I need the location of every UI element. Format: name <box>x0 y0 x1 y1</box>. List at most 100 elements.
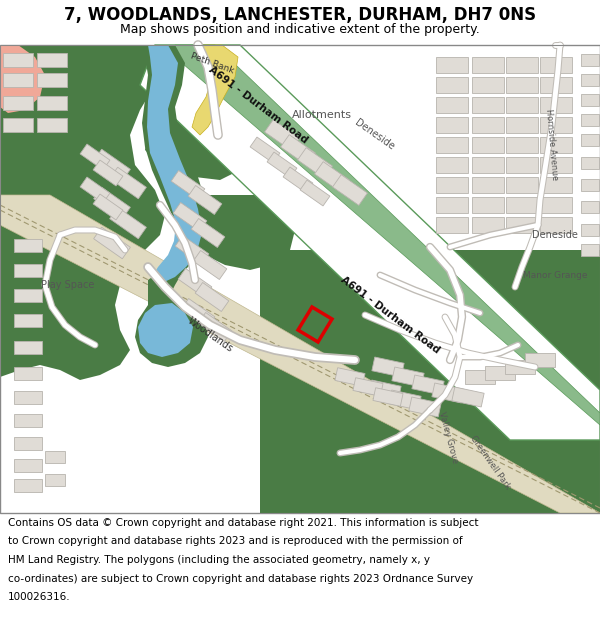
Polygon shape <box>14 289 42 301</box>
Polygon shape <box>165 115 250 180</box>
Polygon shape <box>110 168 146 199</box>
Polygon shape <box>540 117 572 133</box>
Text: Map shows position and indicative extent of the property.: Map shows position and indicative extent… <box>120 22 480 36</box>
Polygon shape <box>300 180 330 206</box>
Polygon shape <box>581 134 599 146</box>
Polygon shape <box>436 97 468 113</box>
Text: Hornside Avenue: Hornside Avenue <box>544 109 560 181</box>
Polygon shape <box>581 54 599 66</box>
Polygon shape <box>581 201 599 213</box>
Text: Greenwell Park: Greenwell Park <box>468 434 512 492</box>
Text: to Crown copyright and database rights 2023 and is reproduced with the permissio: to Crown copyright and database rights 2… <box>8 536 463 546</box>
Polygon shape <box>3 118 33 132</box>
Polygon shape <box>472 97 504 113</box>
Polygon shape <box>195 282 229 311</box>
Polygon shape <box>436 77 468 93</box>
Polygon shape <box>93 160 123 186</box>
Polygon shape <box>14 436 42 449</box>
Polygon shape <box>540 57 572 73</box>
Polygon shape <box>14 479 42 491</box>
Polygon shape <box>373 388 403 406</box>
Polygon shape <box>412 375 444 395</box>
Polygon shape <box>110 208 146 239</box>
Polygon shape <box>0 195 600 513</box>
Polygon shape <box>178 269 212 298</box>
Polygon shape <box>353 378 383 396</box>
Polygon shape <box>14 341 42 354</box>
Text: Play Space: Play Space <box>41 280 95 290</box>
Polygon shape <box>506 57 538 73</box>
Text: Woodlands: Woodlands <box>185 316 235 354</box>
Polygon shape <box>372 357 404 377</box>
Polygon shape <box>191 219 225 248</box>
Polygon shape <box>37 73 67 87</box>
Polygon shape <box>472 57 504 73</box>
Polygon shape <box>147 45 202 283</box>
Polygon shape <box>94 228 130 259</box>
Polygon shape <box>472 217 504 233</box>
Polygon shape <box>193 251 227 279</box>
Polygon shape <box>506 217 538 233</box>
Polygon shape <box>389 390 421 410</box>
Text: Deneside: Deneside <box>532 230 578 240</box>
Polygon shape <box>436 137 468 153</box>
Polygon shape <box>472 117 504 133</box>
Polygon shape <box>283 167 313 193</box>
Polygon shape <box>452 387 484 407</box>
Text: Manor Grange: Manor Grange <box>523 271 587 279</box>
Polygon shape <box>436 57 468 73</box>
Polygon shape <box>472 157 504 173</box>
Polygon shape <box>506 137 538 153</box>
Text: Contains OS data © Crown copyright and database right 2021. This information is : Contains OS data © Crown copyright and d… <box>8 518 479 528</box>
Text: Allotments: Allotments <box>292 110 352 120</box>
Polygon shape <box>135 295 208 367</box>
Polygon shape <box>506 117 538 133</box>
Polygon shape <box>267 152 297 178</box>
Polygon shape <box>540 77 572 93</box>
Polygon shape <box>3 73 33 87</box>
Polygon shape <box>3 96 33 110</box>
Polygon shape <box>0 45 600 513</box>
Polygon shape <box>142 45 210 300</box>
Polygon shape <box>140 45 600 440</box>
Polygon shape <box>506 177 538 193</box>
Polygon shape <box>180 195 295 270</box>
Text: Deneside: Deneside <box>353 118 397 152</box>
Polygon shape <box>175 45 600 425</box>
Polygon shape <box>506 97 538 113</box>
Polygon shape <box>581 244 599 256</box>
Polygon shape <box>181 299 215 328</box>
Polygon shape <box>0 45 165 380</box>
Polygon shape <box>409 397 441 417</box>
Text: 7, WOODLANDS, LANCHESTER, DURHAM, DH7 0NS: 7, WOODLANDS, LANCHESTER, DURHAM, DH7 0N… <box>64 6 536 24</box>
Polygon shape <box>436 177 468 193</box>
Polygon shape <box>581 94 599 106</box>
Polygon shape <box>472 77 504 93</box>
Polygon shape <box>14 264 42 276</box>
Text: 100026316.: 100026316. <box>8 592 71 602</box>
Polygon shape <box>392 367 424 387</box>
Polygon shape <box>171 171 205 199</box>
Polygon shape <box>175 236 209 264</box>
Polygon shape <box>14 414 42 426</box>
Polygon shape <box>250 137 280 163</box>
Text: A691 - Durham Road: A691 - Durham Road <box>338 274 442 356</box>
Polygon shape <box>472 137 504 153</box>
Polygon shape <box>581 114 599 126</box>
Text: A691 - Durham Road: A691 - Durham Road <box>206 64 310 146</box>
Polygon shape <box>506 157 538 173</box>
Polygon shape <box>188 186 222 214</box>
Polygon shape <box>94 188 130 219</box>
Polygon shape <box>436 197 468 213</box>
Polygon shape <box>80 177 110 203</box>
Polygon shape <box>314 162 349 192</box>
Polygon shape <box>198 312 232 341</box>
Polygon shape <box>505 360 535 374</box>
Polygon shape <box>540 157 572 173</box>
Polygon shape <box>436 157 468 173</box>
Polygon shape <box>265 119 299 151</box>
Polygon shape <box>335 368 365 386</box>
Polygon shape <box>581 224 599 236</box>
Polygon shape <box>485 366 515 380</box>
Bar <box>0 45 600 513</box>
